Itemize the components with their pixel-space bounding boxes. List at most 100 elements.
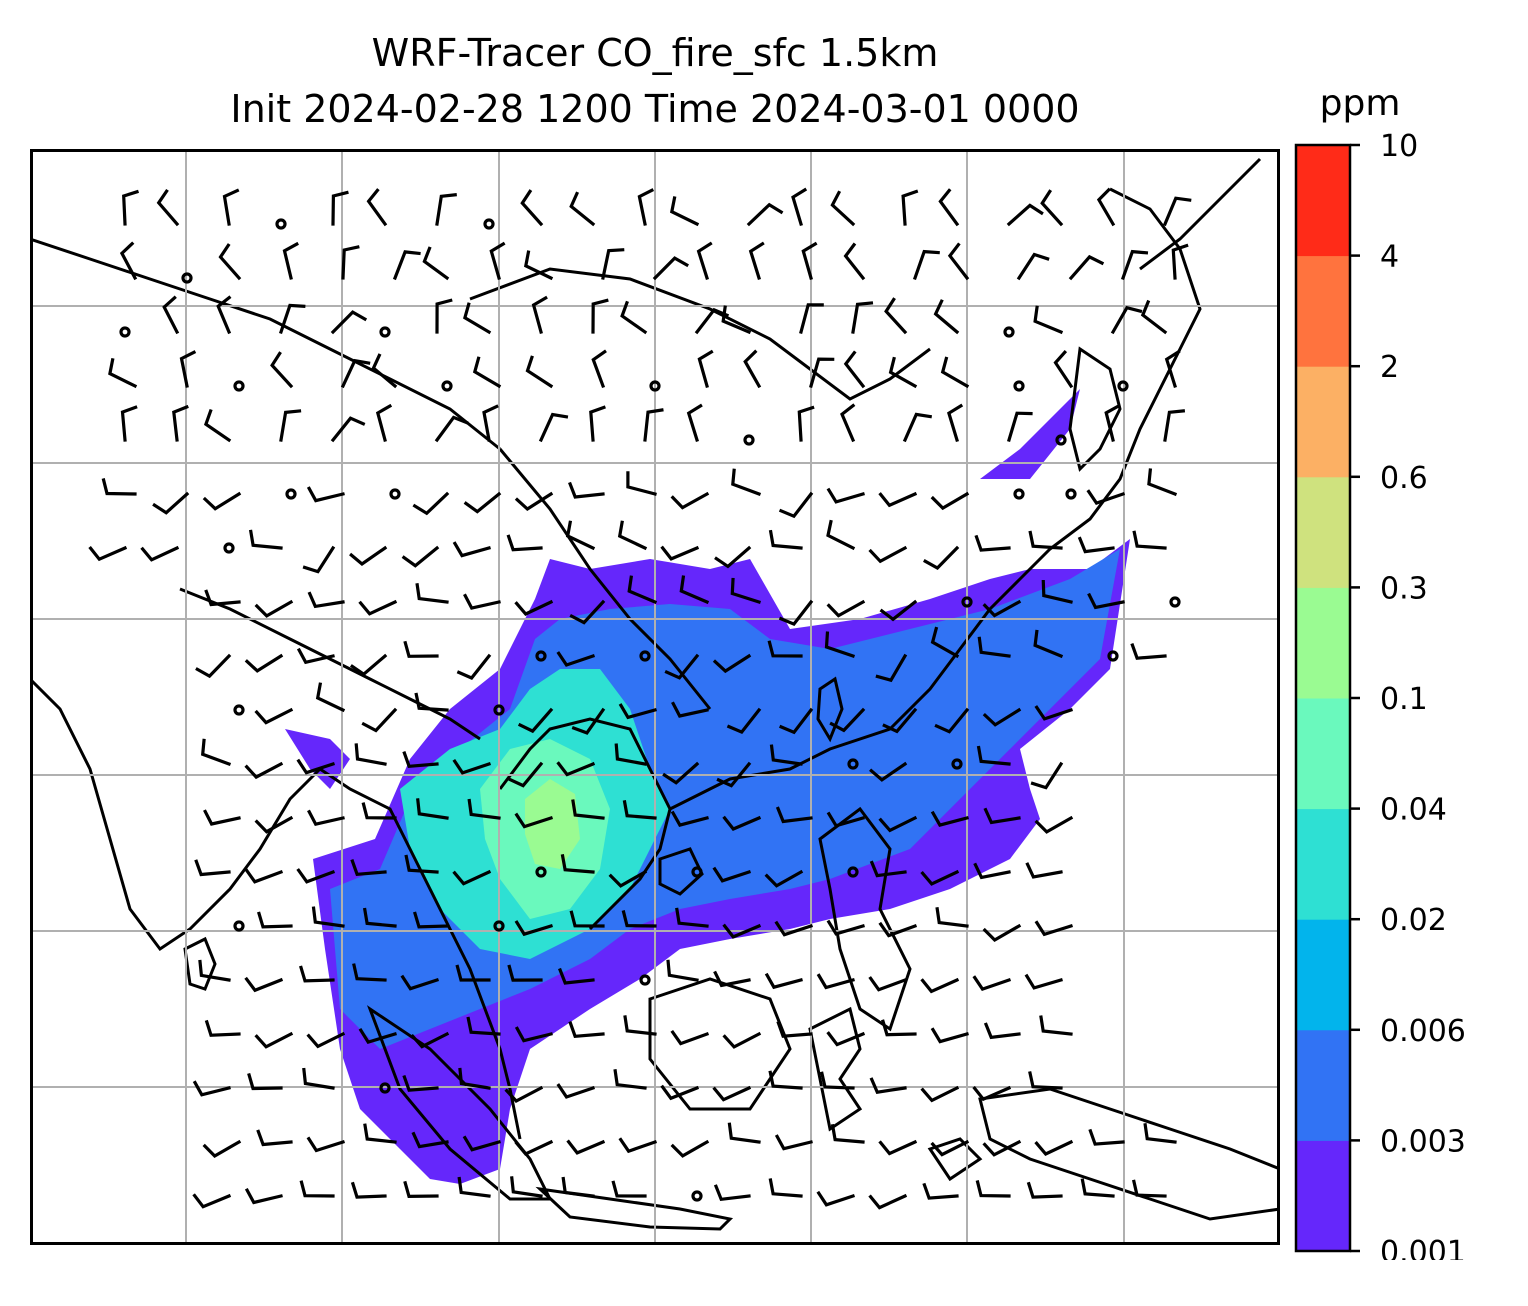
wind-barb xyxy=(769,744,803,766)
wind-barb xyxy=(1086,489,1126,506)
colorbar-band xyxy=(1296,476,1350,588)
wind-barb xyxy=(776,1020,813,1038)
wind-barb xyxy=(920,1085,960,1103)
japan-islands xyxy=(1139,157,1262,271)
wind-barb xyxy=(306,1031,346,1049)
colorbar-bands xyxy=(1296,145,1350,1252)
wind-barb xyxy=(340,358,371,389)
wind-barb xyxy=(912,249,940,281)
wind-barb xyxy=(826,811,865,828)
wind-barb xyxy=(601,248,625,280)
java xyxy=(535,1186,734,1231)
wind-barb xyxy=(514,920,553,937)
wind-barb xyxy=(778,491,814,519)
wind-barb xyxy=(930,810,969,827)
wind-barb xyxy=(556,651,596,667)
wind-barb xyxy=(375,403,393,442)
calm-wind-marker xyxy=(233,380,245,392)
wind-barb xyxy=(434,415,469,443)
wind-barb xyxy=(507,964,543,982)
wind-barb xyxy=(1033,305,1064,335)
wind-barb xyxy=(1041,579,1073,604)
calm-wind-marker xyxy=(285,488,297,500)
wind-barb xyxy=(422,246,450,281)
map-border xyxy=(30,149,1280,1245)
wind-barb xyxy=(611,1180,647,1198)
wind-barb xyxy=(746,202,784,227)
wind-barb xyxy=(1140,299,1168,335)
philippines xyxy=(818,806,912,1032)
map-panel xyxy=(28,149,1282,1245)
wind-barb xyxy=(714,545,752,569)
wind-barb xyxy=(362,907,397,928)
wind-barb xyxy=(307,809,345,827)
colorbar-band xyxy=(1296,698,1350,810)
colorbar-band xyxy=(1296,1140,1350,1252)
wind-barb xyxy=(826,599,866,618)
wind-barb xyxy=(140,545,180,562)
wind-barb xyxy=(571,799,605,820)
calm-wind-marker xyxy=(493,920,505,932)
wind-barb xyxy=(712,866,752,883)
colorbar-band xyxy=(1296,366,1350,478)
wind-barb xyxy=(722,1031,762,1049)
calm-wind-marker xyxy=(1055,434,1067,446)
wind-barb xyxy=(791,187,808,226)
wind-barb xyxy=(349,545,388,567)
wind-barb xyxy=(816,1190,856,1207)
calm-wind-marker xyxy=(743,434,755,446)
wind-barb xyxy=(670,810,709,827)
wind-barb xyxy=(613,1068,647,1090)
wind-barb xyxy=(566,1139,606,1155)
colorbar-band xyxy=(1296,255,1350,367)
wind-barb xyxy=(1096,187,1116,227)
wind-barb xyxy=(569,599,606,625)
wind-barb xyxy=(608,869,648,888)
wind-barb xyxy=(462,1135,501,1152)
wind-barb xyxy=(819,1071,855,1090)
wind-barb xyxy=(920,869,960,886)
wind-barb xyxy=(878,815,918,833)
wind-barb xyxy=(108,358,138,389)
wind-barb xyxy=(826,519,856,551)
wind-barb xyxy=(1163,409,1186,442)
wind-barb xyxy=(778,599,814,627)
wind-barb xyxy=(561,1176,595,1198)
wind-barb xyxy=(514,812,554,829)
wind-barb xyxy=(560,854,595,874)
wind-barb xyxy=(350,1181,387,1199)
calm-wind-marker xyxy=(1117,380,1129,392)
wind-barb xyxy=(824,631,856,659)
wind-barb xyxy=(403,1180,439,1199)
wind-barb xyxy=(1040,189,1064,227)
wind-barb xyxy=(851,301,874,334)
wind-barb xyxy=(296,647,335,665)
wind-barb xyxy=(775,806,813,824)
calm-wind-marker xyxy=(441,380,453,392)
wind-barb xyxy=(660,545,700,561)
wind-barb xyxy=(764,869,804,888)
wind-barb xyxy=(88,545,128,562)
wind-barb xyxy=(982,1139,1022,1157)
wind-barb xyxy=(279,409,302,442)
calm-wind-marker xyxy=(1169,596,1181,608)
calm-wind-marker xyxy=(535,650,547,662)
wind-barb xyxy=(686,403,703,443)
wind-barb xyxy=(843,242,866,281)
calm-wind-marker xyxy=(223,542,235,554)
taiwan xyxy=(816,676,844,743)
calm-wind-marker xyxy=(483,218,495,230)
wind-barb xyxy=(413,911,449,929)
wind-barb xyxy=(797,405,815,442)
wind-barb xyxy=(1053,349,1074,389)
colorbar-ticks: 0.001 0.003 0.006 0.02 0.04 0.1 0.3 0.6 2 4 10 xyxy=(1350,130,1466,1260)
wind-barb xyxy=(556,1083,596,1099)
wind-barb xyxy=(467,798,501,820)
wind-barb xyxy=(330,310,368,335)
colorbar-tick-label: 0.001 xyxy=(1380,1235,1466,1260)
wind-barb xyxy=(216,295,232,335)
wind-barb xyxy=(1016,252,1050,281)
wind-barb xyxy=(902,412,933,443)
wind-barb xyxy=(194,859,231,877)
colorbar-band xyxy=(1296,808,1350,920)
